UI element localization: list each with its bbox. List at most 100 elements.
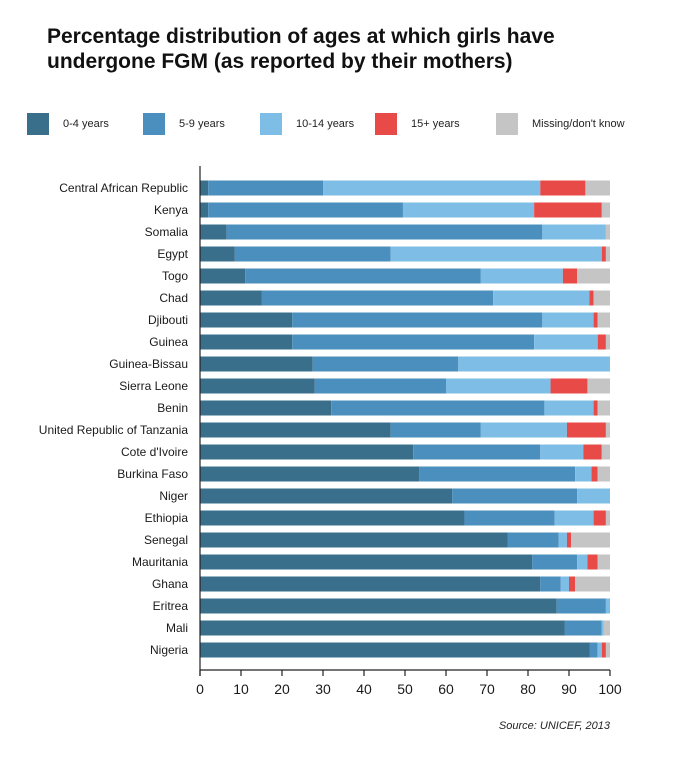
bar-segment-10-14-years	[577, 488, 610, 504]
bar-segment-10-14-years	[560, 576, 569, 592]
x-axis-labels: 0 10 20 30 40 50 60 70 80 90 100	[196, 681, 622, 697]
bar-segment-15-years	[540, 180, 586, 196]
bar-segment-missing-don-t-know	[577, 268, 610, 284]
bar-segment-0-4-years	[200, 246, 235, 262]
bar-segment-missing-don-t-know	[605, 642, 610, 658]
bar-segment-10-14-years	[540, 444, 584, 460]
y-axis-labels: Central African Republic Kenya Somalia Egyp…	[39, 181, 189, 657]
legend-swatch-5-9	[143, 113, 165, 135]
category-label: Djibouti	[148, 313, 188, 327]
bar-segment-missing-don-t-know	[605, 510, 610, 526]
bar-segment-5-9-years	[390, 422, 481, 438]
category-label: Somalia	[145, 225, 189, 239]
bar-segment-5-9-years	[208, 202, 403, 218]
bar-segment-5-9-years	[464, 510, 555, 526]
category-label: Niger	[159, 489, 188, 503]
bar-segment-15-years	[534, 202, 602, 218]
category-label: Guinea-Bissau	[109, 357, 188, 371]
bars-group	[200, 180, 610, 658]
bar-segment-missing-don-t-know	[605, 246, 610, 262]
legend-label-0-4: 0-4 years	[63, 118, 109, 130]
bar-segment-missing-don-t-know	[601, 202, 610, 218]
bar-segment-0-4-years	[200, 290, 262, 306]
legend-item-missing: Missing/don't know	[496, 112, 625, 136]
bar-segment-0-4-years	[200, 510, 465, 526]
x-tick-label: 0	[196, 681, 204, 697]
category-label: Guinea	[149, 335, 188, 349]
bar-segment-missing-don-t-know	[603, 620, 610, 636]
bar-segment-10-14-years	[446, 378, 551, 394]
bar-segment-15-years	[597, 334, 606, 350]
bar-segment-10-14-years	[480, 422, 567, 438]
x-tick-label: 90	[561, 681, 577, 697]
category-label: Mauritania	[132, 555, 188, 569]
axes-group	[199, 166, 611, 676]
bar-segment-10-14-years	[575, 466, 592, 482]
bar-segment-0-4-years	[200, 576, 541, 592]
bar-segment-15-years	[566, 532, 572, 548]
source-note: Source: UNICEF, 2013	[498, 720, 610, 732]
legend-label-10-14: 10-14 years	[296, 118, 355, 130]
bar-segment-15-years	[583, 444, 602, 460]
bar-segment-10-14-years	[554, 510, 594, 526]
bar-segment-15-years	[591, 466, 598, 482]
category-label: Central African Republic	[59, 181, 188, 195]
bar-segment-0-4-years	[200, 444, 414, 460]
bar-segment-missing-don-t-know	[585, 180, 610, 196]
bar-segment-10-14-years	[577, 554, 588, 570]
bar-segment-missing-don-t-know	[575, 576, 610, 592]
bar-segment-5-9-years	[419, 466, 576, 482]
category-label: Benin	[157, 401, 188, 415]
bar-segment-15-years	[589, 290, 594, 306]
bar-segment-0-4-years	[200, 554, 533, 570]
legend-item-10-14: 10-14 years	[260, 112, 354, 136]
bar-segment-5-9-years	[532, 554, 578, 570]
category-label: Chad	[159, 291, 188, 305]
bar-segment-5-9-years	[507, 532, 559, 548]
bar-segment-10-14-years	[597, 642, 602, 658]
bar-segment-10-14-years	[542, 312, 594, 328]
category-label: Sierra Leone	[119, 379, 188, 393]
bar-segment-5-9-years	[292, 334, 535, 350]
bar-segment-5-9-years	[589, 642, 598, 658]
bar-segment-0-4-years	[200, 356, 313, 372]
legend: 0-4 years 5-9 years 10-14 years 15+ year…	[27, 112, 667, 136]
bar-segment-0-4-years	[200, 488, 453, 504]
category-label: Mali	[166, 621, 188, 635]
bar-segment-5-9-years	[564, 620, 602, 636]
bar-segment-0-4-years	[200, 400, 332, 416]
bar-segment-0-4-years	[200, 466, 420, 482]
bar-segment-0-4-years	[200, 532, 508, 548]
bar-segment-10-14-years	[493, 290, 590, 306]
bar-segment-missing-don-t-know	[593, 290, 610, 306]
category-label: Burkina Faso	[117, 467, 188, 481]
bar-segment-0-4-years	[200, 180, 209, 196]
bar-segment-missing-don-t-know	[601, 444, 610, 460]
legend-swatch-15-plus	[375, 113, 397, 135]
bar-segment-0-4-years	[200, 422, 391, 438]
bar-segment-0-4-years	[200, 642, 590, 658]
bar-segment-10-14-years	[390, 246, 602, 262]
bar-segment-10-14-years	[534, 334, 598, 350]
bar-segment-10-14-years	[480, 268, 563, 284]
bar-segment-15-years	[593, 510, 606, 526]
legend-label-missing: Missing/don't know	[532, 118, 625, 130]
category-label: Kenya	[154, 203, 188, 217]
bar-segment-10-14-years	[402, 202, 535, 218]
bar-segment-0-4-years	[200, 334, 293, 350]
category-label: United Republic of Tanzania	[39, 423, 189, 437]
x-tick-label: 50	[397, 681, 413, 697]
bar-segment-5-9-years	[314, 378, 446, 394]
legend-item-5-9: 5-9 years	[143, 112, 225, 136]
legend-label-15-plus: 15+ years	[411, 118, 460, 130]
bar-segment-missing-don-t-know	[587, 378, 610, 394]
bar-segment-missing-don-t-know	[605, 334, 610, 350]
bar-segment-0-4-years	[200, 378, 315, 394]
bar-segment-10-14-years	[601, 620, 604, 636]
x-tick-label: 100	[598, 681, 622, 697]
bar-segment-15-years	[601, 246, 606, 262]
category-label: Senegal	[144, 533, 188, 547]
bar-segment-15-years	[601, 642, 606, 658]
bar-segment-15-years	[562, 268, 578, 284]
